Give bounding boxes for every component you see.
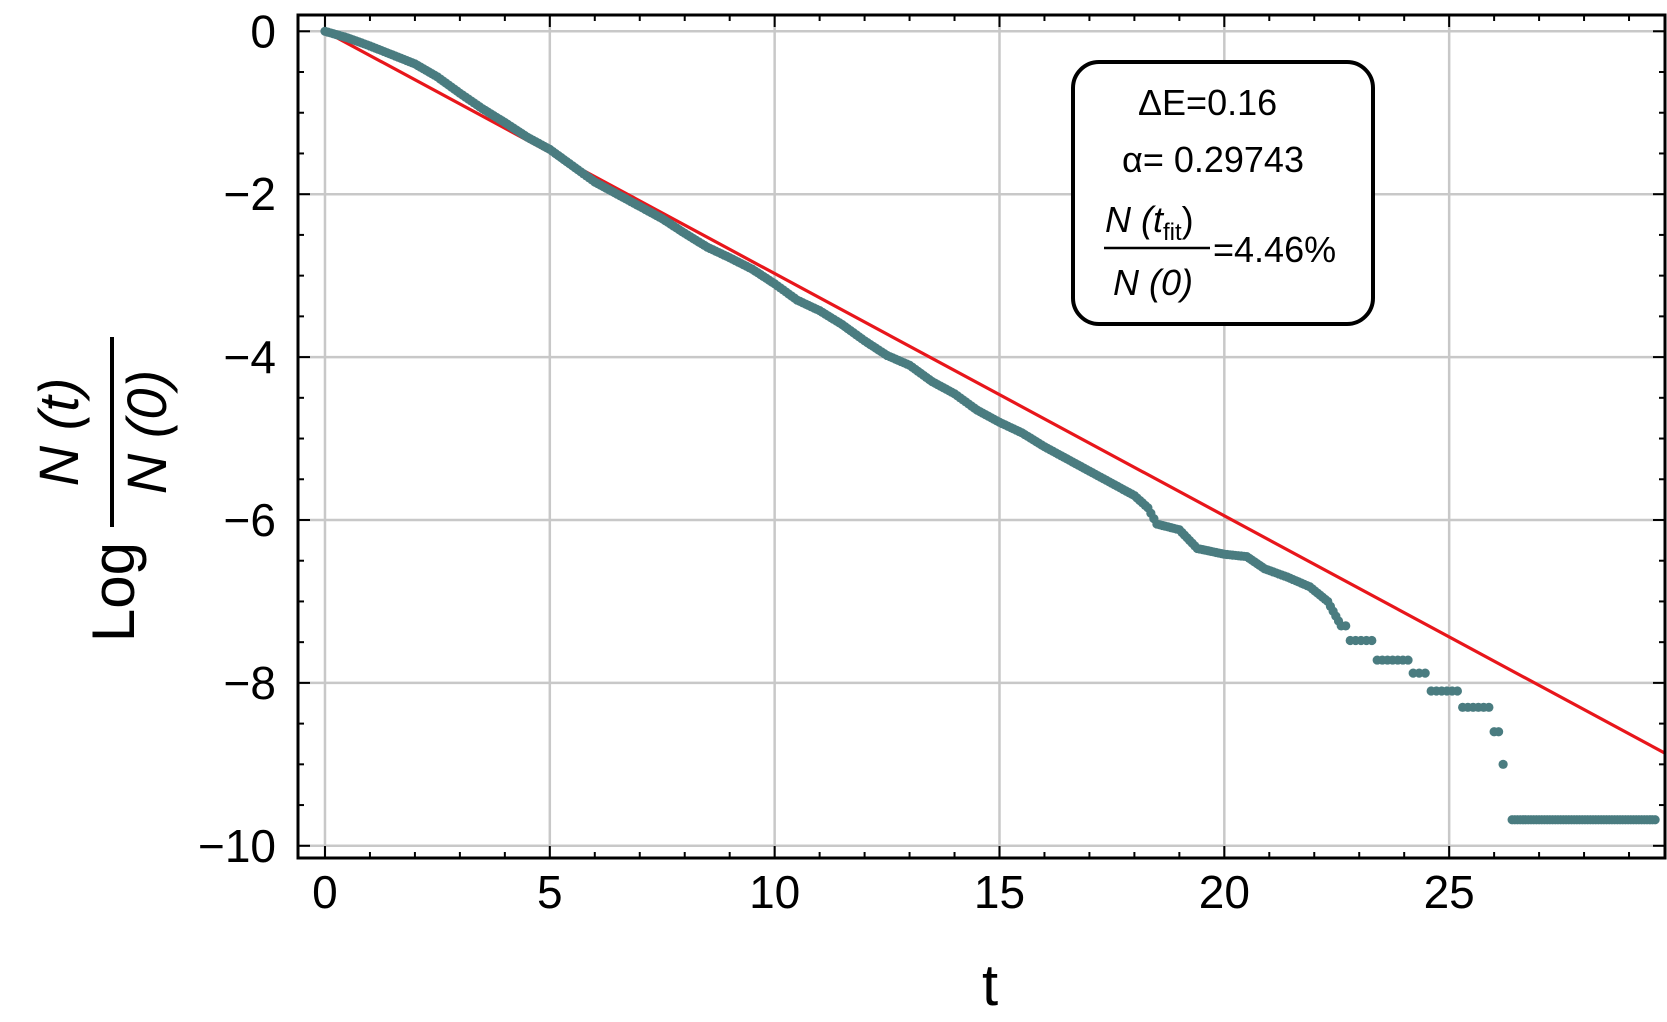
x-tick-label: 5 <box>537 866 563 918</box>
x-tick-label: 20 <box>1199 866 1250 918</box>
data-point <box>1494 727 1504 737</box>
y-axis-label-log: Log <box>80 542 147 642</box>
fit-info-box: ΔE=0.16 α= 0.29743 N (tfit) N (0) =4.46% <box>1071 60 1375 326</box>
y-tick-label: 0 <box>250 5 276 57</box>
data-point <box>1341 621 1351 631</box>
fraction-numerator-sub: fit <box>1163 219 1182 246</box>
fraction-numerator-main: N (t <box>1105 199 1165 240</box>
fraction-denominator: N (0) <box>1113 262 1193 303</box>
data-point <box>1498 759 1508 769</box>
data-point <box>1484 702 1494 712</box>
x-tick-label: 15 <box>974 866 1025 918</box>
y-axis-label: Log N (t) N (0) <box>27 337 178 642</box>
minor-ticks <box>298 15 1665 858</box>
x-tick-label: 10 <box>749 866 800 918</box>
y-tick-label: −8 <box>224 657 276 709</box>
alpha-text: α= 0.29743 <box>1122 139 1304 180</box>
y-tick-label: −4 <box>224 331 276 383</box>
data-points <box>320 26 1660 825</box>
data-point <box>1403 655 1413 665</box>
data-point <box>1420 668 1430 678</box>
fraction-numerator: N (tfit) <box>1105 199 1194 246</box>
x-tick-labels: 0 5 10 15 20 25 <box>312 866 1475 918</box>
y-tick-label: −2 <box>224 168 276 220</box>
data-point <box>1650 815 1660 825</box>
fit-info-box-frame <box>1071 60 1375 326</box>
y-tick-label: −10 <box>198 820 276 872</box>
delta-e-text: ΔE=0.16 <box>1138 82 1277 123</box>
x-tick-label: 25 <box>1424 866 1475 918</box>
data-point <box>1452 686 1463 696</box>
fraction-numerator-close: ) <box>1182 199 1194 240</box>
y-axis-label-denominator: N (0) <box>115 370 178 494</box>
y-tick-label: −6 <box>224 494 276 546</box>
y-tick-labels: 0 −2 −4 −6 −8 −10 <box>198 5 276 871</box>
plot-frame <box>296 13 1667 860</box>
x-axis-label: t <box>982 953 998 1018</box>
data-point <box>1367 635 1377 646</box>
y-axis-label-numerator: N (t) <box>27 378 90 487</box>
x-tick-label: 0 <box>312 866 338 918</box>
fraction-value: =4.46% <box>1213 229 1336 270</box>
grid <box>298 15 1665 858</box>
